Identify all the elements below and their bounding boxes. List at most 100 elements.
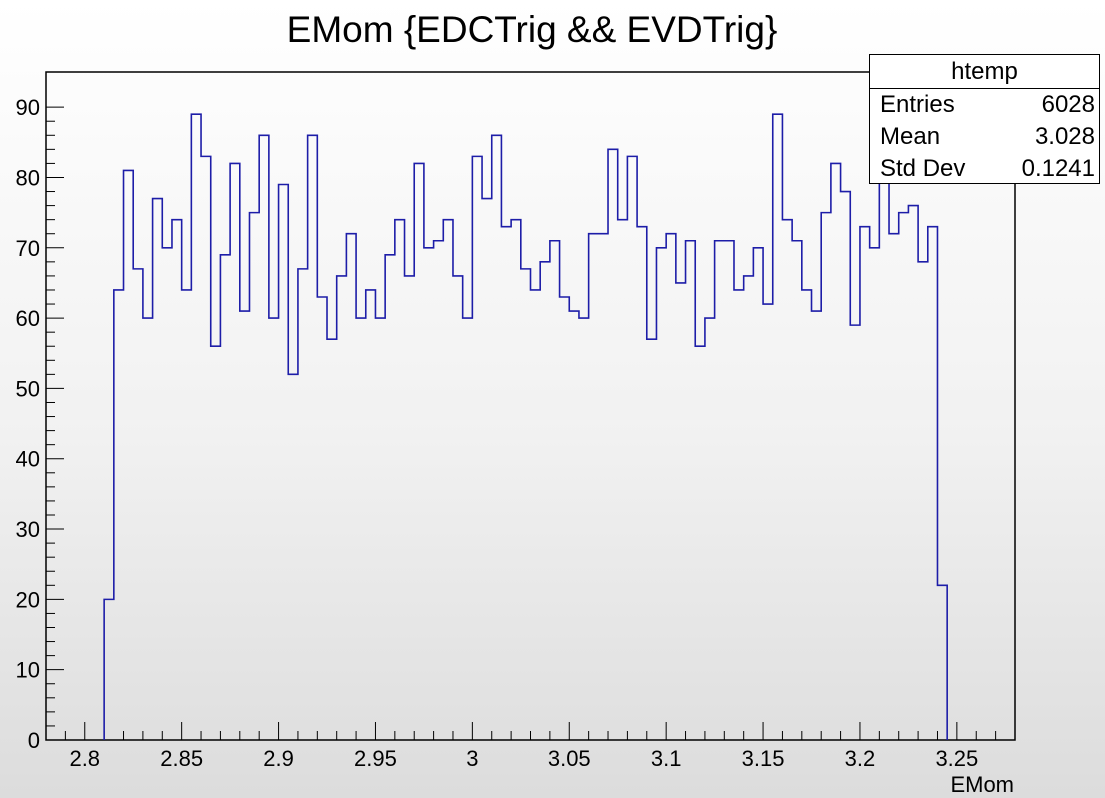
histogram-bins [104, 114, 947, 740]
histogram-bin [569, 311, 579, 740]
stats-box: htemp Entries 6028 Mean 3.028 Std Dev 0.… [869, 54, 1100, 184]
stats-entries-label: Entries [880, 91, 955, 118]
stats-row-stddev: Std Dev 0.1241 [870, 153, 1099, 185]
histogram-bin [637, 227, 647, 740]
x-tick-label: 2.8 [69, 746, 100, 771]
x-tick-label: 3.05 [548, 746, 591, 771]
histogram-bin [705, 318, 715, 740]
histogram-bin [288, 374, 298, 740]
histogram-bin [492, 135, 502, 740]
histogram-bin [279, 185, 289, 740]
histogram-bin [782, 220, 792, 740]
histogram-bin [211, 346, 221, 740]
histogram-bin [114, 290, 124, 740]
histogram-bin [327, 339, 337, 740]
stats-box-title: htemp [870, 55, 1099, 89]
x-tick-label: 3.25 [935, 746, 978, 771]
histogram-bin [191, 114, 201, 740]
histogram-bin [821, 213, 831, 740]
histogram-bin [133, 269, 143, 740]
x-tick-label: 3 [466, 746, 478, 771]
histogram-bin [162, 248, 172, 740]
histogram-bin [240, 311, 250, 740]
histogram-bin [308, 135, 318, 740]
x-tick-label: 3.1 [651, 746, 682, 771]
histogram-bin [627, 156, 637, 740]
histogram-bin [356, 318, 366, 740]
y-tick-label: 60 [16, 306, 40, 331]
histogram-bin [531, 290, 541, 740]
y-tick-label: 80 [16, 165, 40, 190]
histogram-bin [153, 199, 163, 740]
histogram-bin [269, 318, 279, 740]
histogram-bin [472, 156, 482, 740]
histogram-bin [744, 276, 754, 740]
histogram-bin [908, 206, 918, 740]
histogram-bin [937, 585, 947, 740]
histogram-bin [792, 241, 802, 740]
histogram-bin [143, 318, 153, 740]
histogram-bin [850, 325, 860, 740]
histogram-bin [618, 220, 628, 740]
stats-mean-label: Mean [880, 123, 941, 150]
histogram-bin [734, 290, 744, 740]
histogram-bin [511, 220, 521, 740]
x-axis-title: EMom [950, 772, 1014, 797]
y-tick-label: 40 [16, 447, 40, 472]
histogram-bin [666, 234, 676, 740]
histogram-bin [724, 241, 734, 740]
histogram-bin [220, 255, 230, 740]
histogram-bin [899, 213, 909, 740]
histogram-bin [753, 248, 763, 740]
histogram-bin [230, 163, 240, 740]
histogram-bin [841, 192, 851, 740]
histogram-bin [375, 318, 385, 740]
histogram-bin [104, 599, 114, 740]
histogram-bin [395, 220, 405, 740]
histogram-bin [414, 163, 424, 740]
histogram-bin [656, 248, 666, 740]
x-axis: 2.8 2.85 2.9 2.95 3 3.05 3.1 3.15 3.2 3.25 [45, 722, 1016, 771]
histogram-bin [443, 220, 453, 740]
histogram-bin [482, 199, 492, 740]
histogram-bin [647, 339, 657, 740]
histogram-bin [424, 248, 434, 740]
histogram-bin [317, 297, 327, 740]
histogram-bin [715, 241, 725, 740]
histogram-bin [337, 276, 347, 740]
histogram-bin [889, 234, 899, 740]
histogram-bin [598, 234, 608, 740]
y-tick-label: 70 [16, 236, 40, 261]
histogram-bin [501, 227, 511, 740]
histogram-bin [172, 220, 182, 740]
histogram-bin [521, 269, 531, 740]
stats-row-entries: Entries 6028 [870, 89, 1099, 121]
histogram-bin [773, 114, 783, 740]
histogram-bin [676, 283, 686, 740]
histogram-bin [928, 227, 938, 740]
histogram-bin [763, 304, 773, 740]
y-axis: 0 10 20 30 40 50 60 70 80 90 [16, 95, 64, 753]
stats-entries-value: 6028 [1041, 91, 1095, 118]
y-tick-label: 20 [16, 587, 40, 612]
histogram-bin [201, 156, 211, 740]
histogram-bin [870, 248, 880, 740]
y-tick-label: 0 [28, 728, 40, 753]
y-tick-label: 90 [16, 95, 40, 120]
y-tick-label: 50 [16, 376, 40, 401]
histogram-bin [695, 346, 705, 740]
x-tick-label: 3.15 [742, 746, 785, 771]
x-tick-label: 2.85 [160, 746, 203, 771]
histogram-bin [812, 311, 822, 740]
histogram-bin [124, 170, 134, 740]
histogram-series-line [103, 113, 948, 740]
histogram-bin [879, 177, 889, 740]
histogram-bin [918, 262, 928, 740]
histogram-bin [589, 234, 599, 740]
x-tick-label: 2.95 [354, 746, 397, 771]
histogram-bin [550, 241, 560, 740]
histogram-bin [182, 290, 192, 740]
y-tick-label: 10 [16, 658, 40, 683]
histogram-bin [860, 227, 870, 740]
